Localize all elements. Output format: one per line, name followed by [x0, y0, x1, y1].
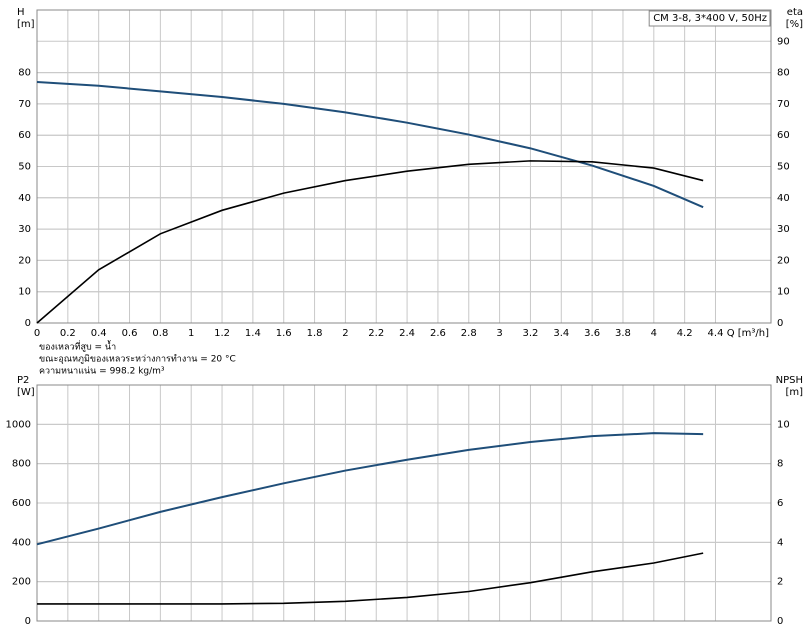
- x-tick-label: 2: [342, 328, 348, 339]
- x-tick-label: 0.2: [60, 328, 76, 339]
- x-tick-label: 1: [188, 328, 194, 339]
- x-tick-label: 2.8: [461, 328, 477, 339]
- y2-tick-label: 4: [777, 537, 783, 548]
- y2-axis-unit: [%]: [786, 19, 803, 30]
- x-tick-label: 0.4: [91, 328, 107, 339]
- x-tick-label: 0: [34, 328, 40, 339]
- y2-tick-label: 0: [777, 616, 783, 627]
- y-tick-label: 400: [12, 537, 31, 548]
- y-tick-label: 40: [18, 193, 31, 204]
- y-tick-label: 80: [18, 68, 31, 79]
- x-tick-label: 4.2: [677, 328, 693, 339]
- y2-tick-label: 90: [777, 36, 790, 47]
- y-tick-label: 50: [18, 162, 31, 173]
- y2-tick-label: 60: [777, 130, 790, 141]
- x-tick-label: 4: [651, 328, 657, 339]
- note: ของเหลวที่สูบ = น้ำ: [39, 340, 116, 353]
- curve: [37, 552, 704, 605]
- curve: [36, 432, 704, 546]
- legend-box-text: CM 3-8, 3*400 V, 50Hz: [653, 13, 767, 24]
- x-tick-label: 3.6: [584, 328, 600, 339]
- y2-tick-label: 50: [777, 162, 790, 173]
- y-tick-label: 70: [18, 99, 31, 110]
- y2-tick-label: 8: [777, 459, 783, 470]
- x-tick-label: 3.4: [553, 328, 569, 339]
- y-tick-label: 30: [18, 224, 31, 235]
- x-tick-label: 3.2: [522, 328, 538, 339]
- x-tick-label: 3: [496, 328, 502, 339]
- y2-tick-label: 0: [777, 318, 783, 329]
- y-axis-unit: [W]: [17, 387, 35, 398]
- x-tick-label: 1.8: [307, 328, 323, 339]
- y-tick-label: 800: [12, 459, 31, 470]
- x-tick-label: 2.6: [430, 328, 446, 339]
- y2-tick-label: 80: [777, 68, 790, 79]
- y-tick-label: 10: [18, 287, 31, 298]
- y-axis-label: P2: [17, 375, 29, 386]
- y-tick-label: 0: [25, 318, 31, 329]
- y2-tick-label: 70: [777, 99, 790, 110]
- x-tick-label: 2.4: [399, 328, 415, 339]
- curve: [36, 80, 704, 209]
- y2-tick-label: 30: [777, 224, 790, 235]
- x-tick-label: 1.6: [276, 328, 292, 339]
- note: ความหนาแน่น = 998.2 kg/m³: [39, 367, 165, 377]
- y2-axis-label: eta: [787, 7, 803, 18]
- note: ขณะอุณหภูมิของเหลวระหว่างการทำงาน = 20 °…: [39, 354, 236, 365]
- y-tick-label: 60: [18, 130, 31, 141]
- x-axis-label: Q [m³/h]: [727, 328, 769, 339]
- y-tick-label: 0: [25, 616, 31, 627]
- curve: [36, 160, 704, 324]
- y2-tick-label: 40: [777, 193, 790, 204]
- x-tick-label: 2.2: [368, 328, 384, 339]
- y2-tick-label: 20: [777, 255, 790, 266]
- y-tick-label: 200: [12, 577, 31, 588]
- plot-frame: [36, 9, 772, 324]
- x-tick-label: 0.8: [152, 328, 168, 339]
- y2-tick-label: 10: [777, 287, 790, 298]
- y-tick-label: 1000: [6, 419, 31, 430]
- x-tick-label: 3.8: [615, 328, 631, 339]
- x-tick-label: 1.4: [245, 328, 261, 339]
- x-tick-label: 4.4: [708, 328, 724, 339]
- y-tick-label: 600: [12, 498, 31, 509]
- x-tick-label: 1.2: [214, 328, 230, 339]
- x-tick-label: 0.6: [122, 328, 138, 339]
- y-axis-label: H: [17, 7, 25, 18]
- y2-axis-unit: [m]: [785, 387, 803, 398]
- legend-box: [648, 10, 771, 27]
- y2-tick-label: 2: [777, 577, 783, 588]
- plot-frame: [36, 384, 772, 622]
- y2-tick-label: 6: [777, 498, 783, 509]
- y-tick-label: 20: [18, 255, 31, 266]
- y2-axis-label: NPSH: [776, 375, 803, 386]
- y2-tick-label: 10: [777, 419, 790, 430]
- y-axis-unit: [m]: [17, 19, 35, 30]
